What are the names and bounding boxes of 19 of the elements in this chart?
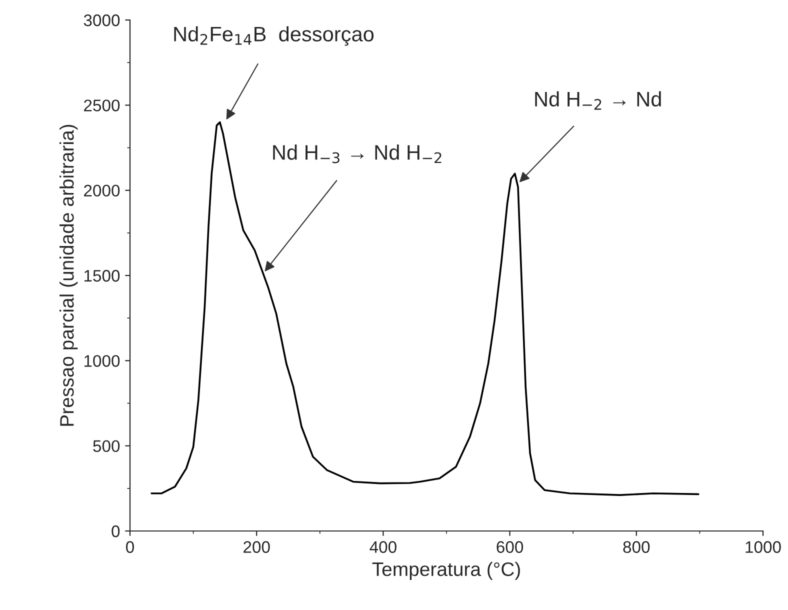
y-tick-label: 2500 <box>84 100 120 112</box>
y-tick-label: 500 <box>93 440 120 452</box>
x-tick-label: 600 <box>496 541 524 553</box>
x-tick-label: 0 <box>126 541 134 553</box>
x-tick-label: 1000 <box>746 541 781 553</box>
annotation: Nd H$_{−3}$ → Nd H$_{−2}$ <box>273 144 442 164</box>
y-tick-label: 3000 <box>84 14 120 26</box>
x-tick-label: 200 <box>244 541 270 553</box>
y-tick-label: 1000 <box>84 355 120 367</box>
annotation: Nd H$_{−2}$ → Nd <box>535 91 661 110</box>
line-series <box>150 121 700 496</box>
y-tick-label: 2000 <box>84 184 120 197</box>
x-tick-label: 800 <box>623 541 650 553</box>
y-axis-title: Pressao parcial (unidade arbitraria) <box>60 124 78 426</box>
annotation: Nd$_{2}$Fe$_{14}$B dessorçao <box>174 26 374 46</box>
y-tick-label: 1500 <box>84 270 120 282</box>
x-axis-title: Temperatura (°C) <box>372 562 520 580</box>
x-tick-label: 400 <box>370 541 396 553</box>
y-tick-label: 0 <box>112 525 120 538</box>
